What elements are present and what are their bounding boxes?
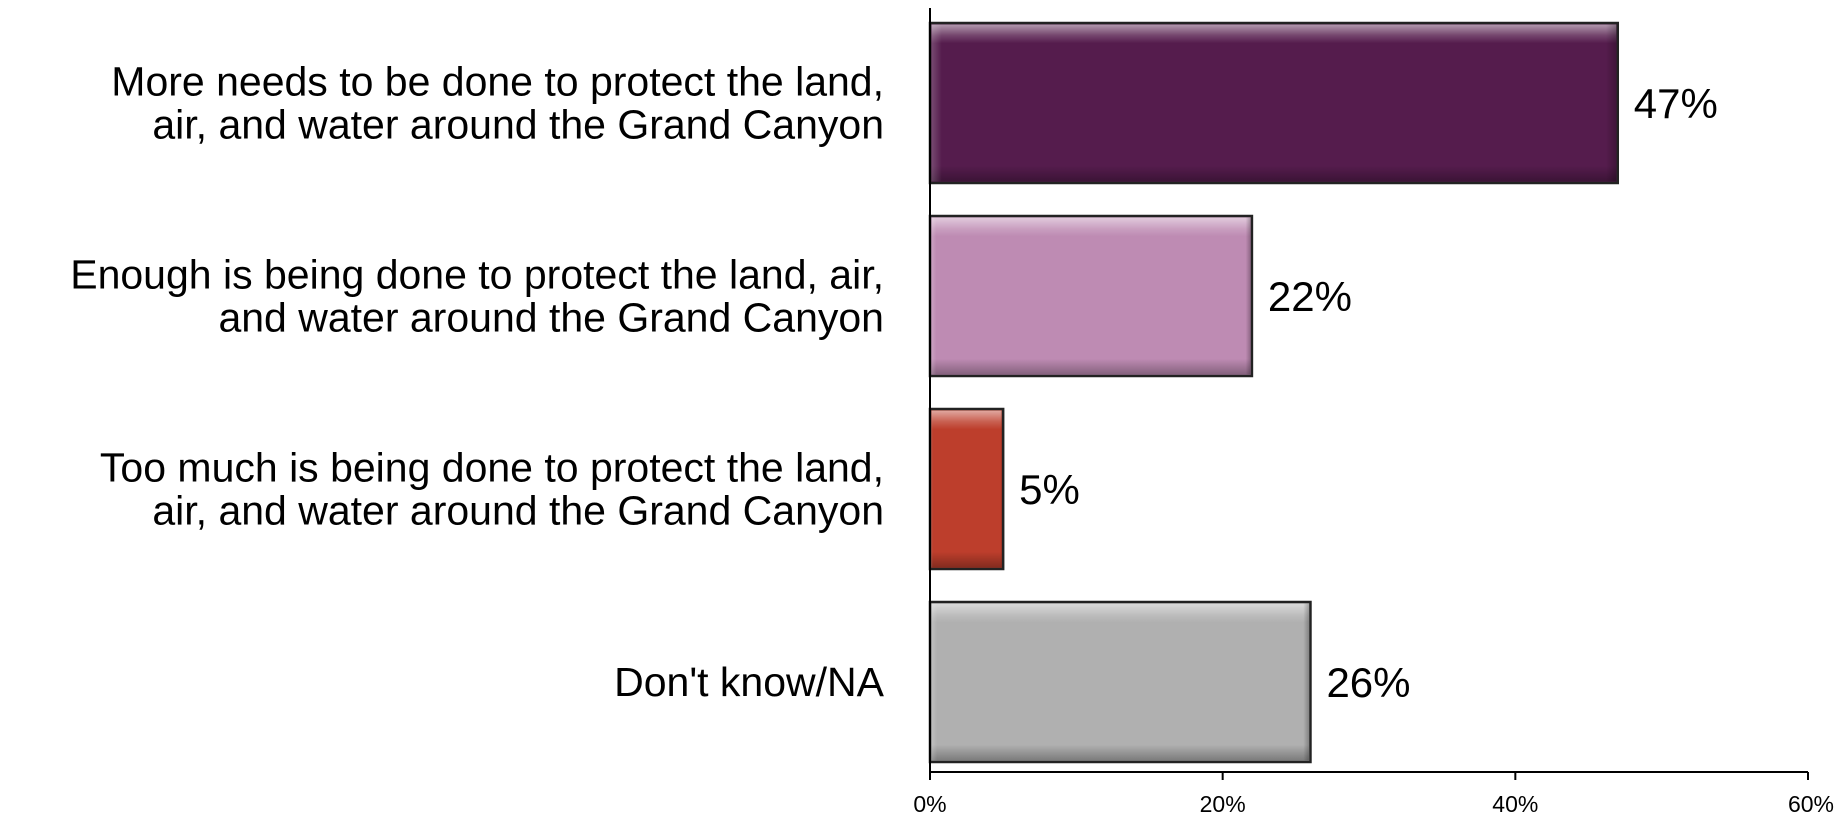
bar-shade xyxy=(931,410,1002,568)
bar-shade xyxy=(931,24,1617,182)
data-label: 22% xyxy=(1268,273,1352,320)
category-label: Don't know/NA xyxy=(614,659,885,705)
category-label-line: Enough is being done to protect the land… xyxy=(70,252,884,298)
category-label-line: More needs to be done to protect the lan… xyxy=(111,59,884,105)
category-label-line: Too much is being done to protect the la… xyxy=(100,445,884,491)
bar-shade xyxy=(931,603,1309,761)
category-label: Enough is being done to protect the land… xyxy=(70,252,884,341)
category-label-line: air, and water around the Grand Canyon xyxy=(152,488,884,534)
data-label: 26% xyxy=(1326,659,1410,706)
x-tick-label: 60% xyxy=(1788,791,1834,817)
data-label: 5% xyxy=(1019,466,1080,513)
category-label-line: air, and water around the Grand Canyon xyxy=(152,102,884,148)
category-label: More needs to be done to protect the lan… xyxy=(111,59,884,148)
category-label-line: and water around the Grand Canyon xyxy=(218,295,884,341)
bar-shade xyxy=(931,217,1251,375)
category-label-line: Don't know/NA xyxy=(614,659,885,705)
category-label: Too much is being done to protect the la… xyxy=(100,445,884,534)
x-tick-label: 20% xyxy=(1200,791,1246,817)
x-tick-label: 0% xyxy=(913,791,946,817)
data-label: 47% xyxy=(1634,80,1718,127)
x-tick-label: 40% xyxy=(1492,791,1538,817)
